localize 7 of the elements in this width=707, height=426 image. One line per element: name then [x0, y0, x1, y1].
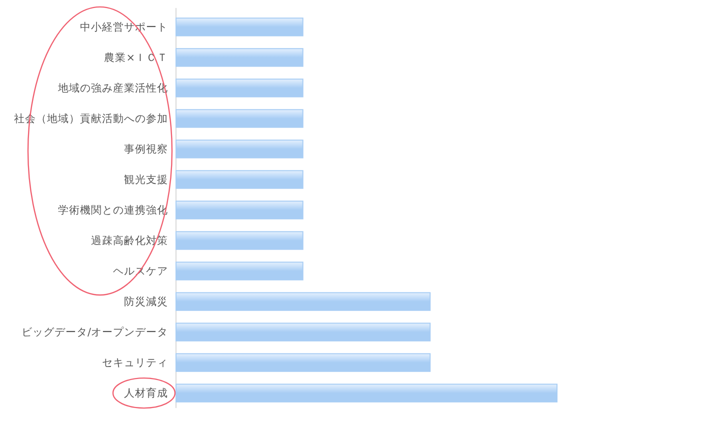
- y-tick-label: 防災減災: [124, 295, 168, 308]
- y-tick-label: ビッグデータ/オープンデータ: [21, 326, 168, 339]
- y-tick-label: 人材育成: [124, 386, 168, 400]
- y-tick-label: 観光支援: [124, 173, 168, 186]
- y-tick-label: 過疎高齢化対策: [91, 234, 168, 248]
- y-tick-label: 事例視察: [124, 142, 168, 156]
- y-tick-label: セキュリティ: [102, 357, 168, 370]
